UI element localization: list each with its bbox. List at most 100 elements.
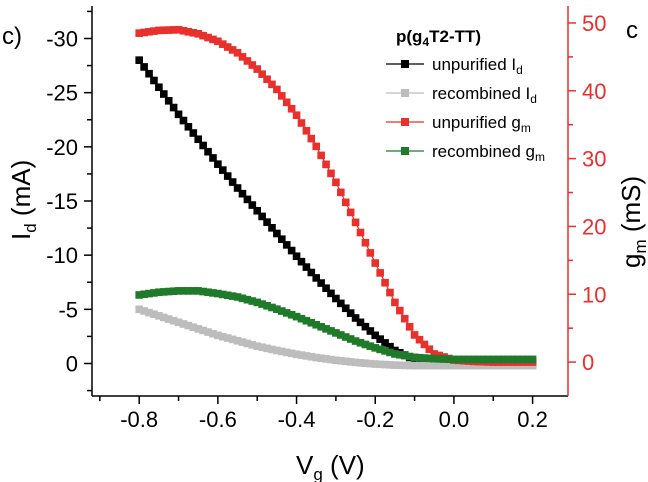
y-axis-left-title-main: I — [6, 233, 36, 240]
data-point-unpurified-gm — [189, 28, 198, 37]
legend-item-recombined-gm: recombined gm — [386, 142, 545, 164]
data-point-recombined-gm — [376, 345, 384, 354]
data-point-recombined-id — [455, 361, 463, 370]
data-point-recombined-id — [430, 361, 439, 370]
data-point-recombined-gm — [410, 353, 419, 362]
data-point-recombined-gm — [199, 287, 207, 296]
data-point-recombined-id — [287, 349, 296, 358]
legend-swatch-marker — [401, 60, 409, 68]
data-point-recombined-id — [469, 361, 478, 370]
y-right-tick-label: 20 — [582, 214, 606, 239]
data-point-recombined-gm — [469, 355, 478, 364]
data-point-recombined-gm — [278, 307, 286, 315]
data-point-unpurified-id — [327, 289, 335, 298]
data-point-recombined-gm — [248, 297, 257, 305]
data-point-recombined-id — [214, 331, 222, 340]
data-point-unpurified-gm — [209, 35, 217, 44]
data-point-unpurified-gm — [366, 249, 375, 257]
data-point-recombined-id — [361, 359, 370, 368]
data-point-unpurified-id — [322, 284, 330, 293]
data-point-recombined-gm — [514, 355, 522, 364]
data-point-unpurified-id — [135, 56, 144, 64]
data-point-recombined-id — [282, 348, 291, 357]
data-point-unpurified-id — [263, 218, 271, 226]
data-point-unpurified-gm — [248, 61, 257, 69]
y-axis-right-title-sub: m — [631, 239, 648, 253]
data-point-unpurified-gm — [356, 228, 365, 237]
data-point-recombined-id — [425, 361, 434, 370]
data-point-unpurified-id — [169, 103, 178, 112]
data-point-recombined-id — [204, 328, 212, 336]
data-point-unpurified-gm — [410, 331, 419, 339]
data-point-recombined-id — [150, 310, 158, 319]
data-point-recombined-gm — [494, 355, 502, 364]
data-point-recombined-gm — [297, 314, 306, 323]
legend-item-unpurified-gm: unpurified gm — [386, 113, 531, 135]
data-point-recombined-id — [135, 305, 144, 314]
data-point-recombined-gm — [155, 288, 163, 297]
data-point-unpurified-gm — [150, 27, 158, 35]
data-point-recombined-gm — [464, 355, 473, 364]
data-point-recombined-gm — [307, 318, 316, 327]
data-point-recombined-gm — [425, 354, 434, 363]
data-point-unpurified-gm — [243, 57, 252, 65]
data-point-unpurified-id — [287, 246, 296, 255]
data-point-unpurified-gm — [351, 218, 360, 227]
data-point-recombined-gm — [322, 325, 330, 333]
series-unpurified-gm — [135, 25, 537, 366]
y-left-tick-label: -25 — [46, 81, 78, 106]
data-point-unpurified-gm — [238, 53, 247, 61]
data-point-unpurified-gm — [386, 288, 394, 297]
data-point-recombined-id — [371, 360, 380, 368]
data-point-recombined-gm — [435, 355, 443, 363]
data-point-unpurified-gm — [420, 340, 429, 349]
y-axis-right-title-main: g — [616, 254, 646, 268]
legend-title-main: p(g — [396, 27, 422, 46]
data-point-recombined-gm — [179, 287, 188, 295]
data-point-recombined-gm — [194, 287, 203, 295]
data-point-recombined-gm — [509, 355, 517, 364]
data-point-unpurified-id — [184, 122, 193, 131]
data-point-unpurified-id — [174, 110, 183, 119]
data-point-unpurified-id — [233, 184, 242, 192]
data-point-recombined-gm — [287, 310, 296, 319]
data-point-recombined-id — [405, 361, 414, 370]
data-point-unpurified-gm — [371, 259, 380, 267]
y-left-tick-label: 0 — [66, 352, 78, 377]
data-point-recombined-id — [376, 360, 384, 369]
data-point-recombined-id — [435, 361, 443, 370]
data-point-unpurified-gm — [292, 111, 301, 119]
data-point-unpurified-gm — [425, 345, 434, 353]
data-point-unpurified-id — [228, 178, 237, 186]
data-point-recombined-gm — [366, 342, 375, 350]
data-point-recombined-gm — [504, 355, 512, 364]
x-tick-label: -0.8 — [120, 407, 158, 432]
neighbor-panel-label: c — [626, 17, 638, 44]
data-point-recombined-id — [209, 329, 217, 338]
data-point-unpurified-id — [238, 189, 247, 198]
data-point-unpurified-id — [155, 83, 163, 92]
data-point-recombined-gm — [440, 355, 448, 363]
data-point-recombined-id — [219, 332, 227, 341]
data-point-recombined-gm — [258, 300, 266, 308]
x-tick-label: -0.6 — [199, 407, 237, 432]
legend-label: recombined gm — [432, 142, 545, 164]
data-point-recombined-id — [386, 361, 394, 369]
data-point-recombined-id — [332, 356, 340, 365]
data-point-unpurified-gm — [135, 29, 144, 37]
data-point-unpurified-id — [194, 135, 203, 144]
data-point-unpurified-id — [209, 154, 217, 162]
data-point-recombined-id — [164, 315, 173, 323]
data-point-unpurified-id — [164, 96, 173, 105]
data-point-recombined-id — [273, 346, 281, 355]
data-point-recombined-id — [155, 312, 163, 320]
data-point-recombined-gm — [209, 289, 217, 297]
legend-swatch-marker — [401, 89, 409, 97]
data-point-unpurified-gm — [341, 198, 350, 207]
data-point-unpurified-id — [337, 299, 345, 308]
data-point-recombined-gm — [169, 287, 178, 296]
data-point-recombined-gm — [243, 295, 252, 304]
data-point-unpurified-id — [307, 268, 316, 277]
data-point-unpurified-gm — [145, 27, 153, 36]
